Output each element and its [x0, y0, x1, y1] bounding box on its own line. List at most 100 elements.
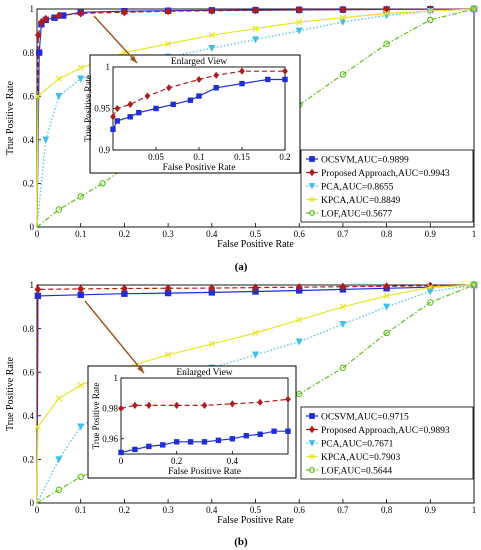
main-series-line-5: [36, 8, 475, 228]
main-series-4-point: [427, 8, 434, 15]
main-xtick-label: 0.5: [250, 505, 262, 515]
main-series-3-point: [295, 338, 303, 346]
inset-title: Enlarged View: [176, 368, 232, 378]
main-series-3-point: [55, 456, 63, 464]
inset-series-2-point: [282, 67, 288, 75]
main-series-3-point: [77, 423, 85, 431]
inset-series-1-point: [271, 428, 277, 434]
inset-series-1-point: [229, 436, 236, 442]
main-xtick-label: 1: [472, 229, 477, 239]
main-series-2-point: [34, 285, 42, 294]
inset-series-2-point: [110, 113, 116, 121]
main-series-5-point: [383, 40, 390, 48]
main-ytick-label: 0.4: [23, 411, 35, 421]
main-series-5-point: [470, 281, 478, 289]
main-series-5-point: [339, 71, 347, 78]
main-series-2-point: [252, 6, 259, 15]
inset-series-1-point: [110, 126, 116, 132]
main-series-3-point: [295, 27, 303, 35]
chart-panel-b: 0 0.1 0.2 0.3 0.4 0.5 0.6 0.7 0.8 0.9 1 0 0.2 0.4 0.6 0…: [5, 280, 478, 526]
main-series-2-point: [121, 284, 128, 293]
inset-x-axis-title: False Positive Rate: [163, 163, 236, 173]
legend-entry-5: LOF,AUC=0.5644: [321, 467, 392, 477]
main-xtick-label: 0.4: [206, 505, 218, 515]
inset-series-1-point: [285, 428, 291, 434]
main-series-2-point: [339, 282, 347, 291]
main-xtick-label: 0.2: [119, 229, 130, 239]
inset-series-1-point: [118, 449, 124, 456]
main-series-2-point: [77, 9, 85, 18]
main-xtick-label: 0.7: [337, 229, 349, 239]
main-xtick-label: 0.7: [337, 505, 349, 515]
main-series-2-point: [208, 283, 216, 293]
inset-series-2-point: [132, 401, 138, 409]
main-series-5-point: [55, 486, 63, 494]
inset-y-axis-title: True Positive Rate: [91, 383, 101, 450]
legend: OCSVM,AUC=0.9899 Proposed Approach,AUC=0.…: [300, 149, 474, 223]
main-series-4-point: [252, 329, 259, 337]
main-y-axis-title: True Positive Rate: [5, 356, 16, 431]
main-ytick-label: 0.8: [23, 48, 35, 58]
main-series-4-point: [252, 25, 259, 32]
inset-xtick-label: 0.2: [171, 456, 182, 466]
main-series-3-point: [208, 45, 216, 53]
main-series-3-point: [426, 288, 434, 296]
main-series-2-point: [252, 283, 259, 292]
inset-series-2-point: [145, 401, 152, 409]
main-series-2-point: [295, 5, 303, 14]
main-series-2-point: [339, 5, 347, 14]
main-xtick-label: 0.8: [381, 229, 393, 239]
main-series-3-point: [42, 136, 50, 144]
legend-entry-3: PCA,AUC=0.7671: [321, 440, 394, 450]
inset-ytick-label: 1: [114, 373, 119, 383]
inset-enlarged-view: Enlarged View 0 0.2 0.4 0.96 0.98 1 False Posit…: [87, 365, 297, 479]
inset-series-2-point: [166, 84, 172, 92]
main-series-line-3: [36, 284, 475, 504]
legend-marker-1: [309, 413, 315, 419]
legend-marker-3: [308, 183, 316, 190]
inset-series-2-point: [201, 401, 208, 409]
inset-series-2-point: [257, 398, 264, 406]
main-series-2-point: [38, 17, 45, 27]
main-xtick-label: 0: [35, 505, 40, 515]
main-ytick-label: 0.8: [23, 324, 35, 334]
main-series-4-point: [383, 292, 390, 300]
legend-marker-4: [309, 196, 315, 203]
legend-entry-4: KPCA,AUC=0.8849: [321, 196, 401, 206]
main-xtick-label: 0.2: [119, 505, 130, 515]
inset-series-2-point: [173, 401, 180, 409]
inset-xtick-label: 0.05: [148, 152, 164, 162]
main-series-5-point: [383, 329, 390, 337]
main-series-4-point: [208, 32, 215, 39]
main-x-axis-title: False Positive Rate: [217, 515, 294, 526]
main-ytick-label: 1: [30, 4, 35, 14]
inset-xtick-label: 0: [119, 456, 124, 466]
main-series-3-point: [383, 303, 391, 311]
inset-series-1-point: [265, 76, 271, 83]
main-series-2-point: [42, 14, 50, 23]
main-series-4-point: [208, 340, 215, 347]
zoom-arrow-head: [129, 55, 137, 63]
legend-entry-3: PCA,AUC=0.8655: [321, 183, 394, 193]
main-xtick-label: 0.1: [75, 505, 86, 515]
main-series-2-point: [77, 284, 85, 294]
main-ytick-label: 0: [30, 498, 35, 508]
inset-xtick-label: 0.1: [193, 152, 204, 162]
main-series-4-point: [339, 303, 347, 310]
inset-series-1-point: [127, 114, 133, 120]
inset-series-2-point: [196, 75, 202, 84]
inset-enlarged-view: Enlarged View 0.05 0.1 0.15 0.2 0.9 0.95 1 False…: [83, 54, 301, 174]
main-series-line-1: [36, 284, 475, 504]
inset-ytick-label: 0.98: [102, 404, 118, 414]
main-ytick-label: 0.6: [23, 91, 35, 101]
main-xtick-label: 0.8: [381, 505, 393, 515]
inset-series-1-point: [170, 101, 176, 108]
main-series-3-point: [339, 321, 347, 329]
inset-series-1-point: [243, 433, 249, 439]
inset-series-1-point: [136, 109, 142, 116]
main-series-4-point: [427, 284, 434, 291]
inset-xtick-label: 0.2: [279, 152, 290, 162]
main-xtick-label: 0.1: [75, 229, 86, 239]
inset-series-1-point: [187, 97, 194, 103]
legend-marker-5: [309, 210, 315, 216]
